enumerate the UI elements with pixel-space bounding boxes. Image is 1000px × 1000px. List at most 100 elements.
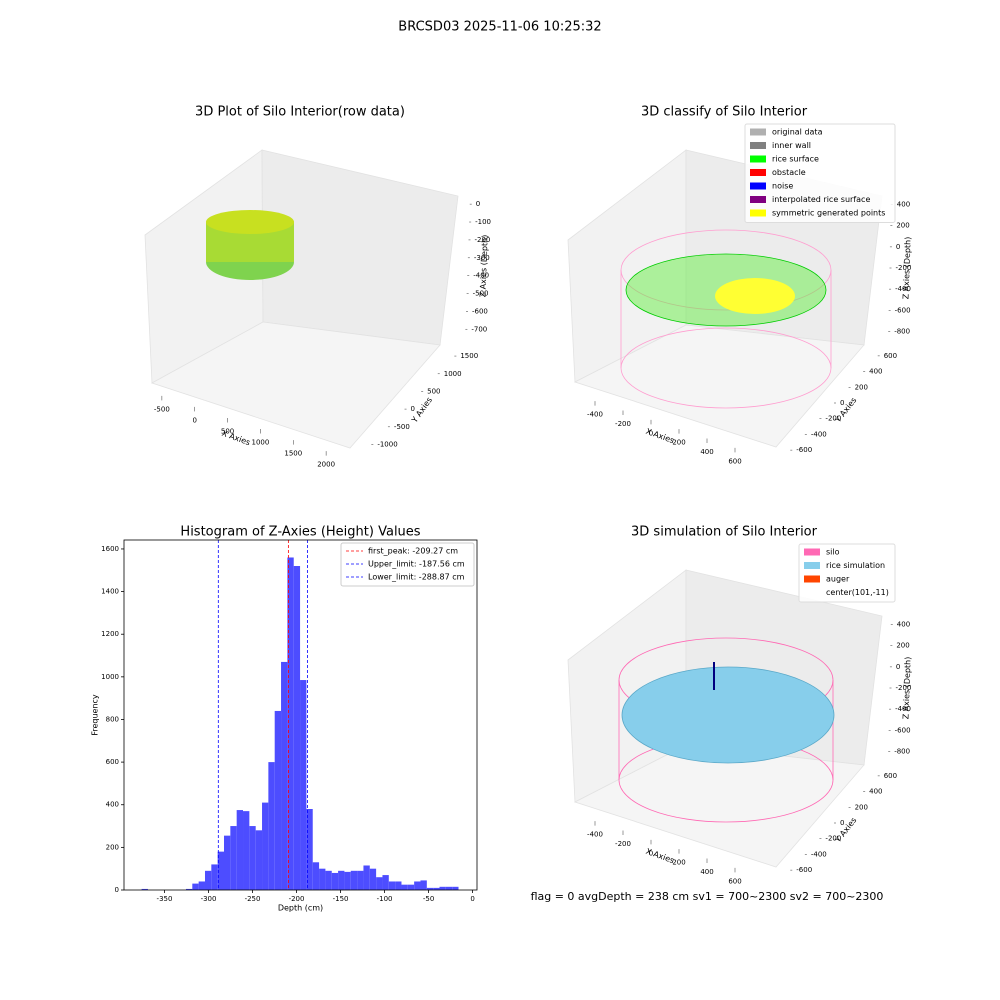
- bar: [350, 870, 358, 890]
- z-tick-label: -100: [475, 218, 491, 226]
- legend-label: rice surface: [772, 155, 819, 164]
- y-tick-label: 0: [411, 405, 415, 413]
- y-tick-label: 1600: [101, 545, 119, 553]
- x-tick-label: 600: [728, 457, 741, 465]
- bar: [433, 887, 440, 890]
- bar: [185, 888, 193, 890]
- y-tick-label: -600: [796, 866, 812, 874]
- x-tick-label: 1500: [284, 450, 302, 458]
- y-tick-label: -500: [394, 423, 410, 431]
- legend-box: [798, 543, 896, 603]
- z-tick-label: -500: [473, 290, 489, 298]
- x-tick-label: 400: [700, 868, 713, 876]
- z-tick-label: 0: [896, 243, 900, 251]
- y-tick-label: 1500: [460, 352, 478, 360]
- z-tick-label: 200: [896, 222, 909, 230]
- bar: [439, 886, 446, 890]
- z-tick-label: -700: [471, 325, 487, 333]
- x-tick-label: 200: [672, 439, 685, 447]
- z-axis-label: Z Axies (Depth): [901, 657, 912, 720]
- x-tick-label: -200: [615, 420, 631, 428]
- z-axis-label: Z Axies (Depth): [901, 237, 912, 300]
- plot-frame: [123, 539, 478, 891]
- bar: [306, 809, 313, 890]
- bar: [255, 830, 263, 890]
- legend-swatch: [804, 548, 820, 556]
- bar: [363, 865, 370, 890]
- legend-swatch: [750, 169, 766, 176]
- x-tick-label: -100: [377, 895, 393, 903]
- bar: [325, 870, 332, 890]
- legend-label: silo: [826, 548, 840, 557]
- bar: [204, 870, 212, 890]
- legend-label: Lower_limit: -288.87 cm: [368, 573, 465, 582]
- x-tick-label: 0: [649, 849, 653, 857]
- y-tick-label: -200: [825, 835, 841, 843]
- bar: [281, 661, 288, 890]
- x-tick-label: -250: [245, 895, 261, 903]
- z-tick-label: -200: [896, 264, 912, 272]
- z-tick-label: -800: [894, 327, 910, 335]
- bar: [293, 566, 301, 890]
- y-tick-label: 600: [884, 772, 897, 780]
- y-tick-label: 0: [115, 886, 119, 894]
- bar: [382, 875, 389, 890]
- y-tick-label: 600: [884, 352, 897, 360]
- z-tick-label: 0: [476, 200, 480, 208]
- bar: [236, 810, 244, 890]
- legend-label: center(101,-11): [826, 588, 889, 597]
- y-tick-label: 1000: [101, 673, 119, 681]
- x-tick-label: -350: [157, 895, 173, 903]
- y-tick-label: 500: [427, 387, 440, 395]
- x-tick-label: -400: [587, 831, 603, 839]
- legend-label: symmetric generated points: [772, 209, 885, 218]
- bar: [249, 826, 256, 890]
- y-tick-label: -1000: [377, 440, 397, 448]
- legend-label: auger: [826, 575, 850, 584]
- z-tick-label: -400: [895, 285, 911, 293]
- z-tick-label: -600: [895, 726, 911, 734]
- x-tick-label: 400: [700, 448, 713, 456]
- bar: [198, 881, 205, 890]
- panes-simulation: [567, 569, 883, 868]
- x-tick-label: -200: [289, 895, 305, 903]
- y-tick-label: 400: [869, 368, 882, 376]
- figure-title: BRCSD03 2025-11-06 10:25:32: [398, 20, 601, 35]
- legend-label: first_peak: -209.27 cm: [368, 547, 458, 556]
- panes-raw: [144, 149, 459, 449]
- y-tick-label: -200: [825, 415, 841, 423]
- bar: [376, 877, 383, 890]
- x-tick-label: -150: [333, 895, 349, 903]
- x-tick-label: -400: [587, 411, 603, 419]
- legend-label: noise: [772, 182, 793, 191]
- bar: [211, 864, 218, 890]
- bar: [262, 802, 269, 890]
- y-tick-label: 1000: [444, 370, 462, 378]
- x-tick-label: 0: [470, 895, 474, 903]
- chart-title: 3D classify of Silo Interior: [641, 105, 808, 120]
- legend-swatch: [750, 128, 766, 136]
- bar: [331, 872, 339, 890]
- y-tick-label: 0: [840, 819, 844, 827]
- y-tick-label: 400: [106, 801, 119, 809]
- y-tick-label: -600: [796, 446, 812, 454]
- bar: [401, 884, 408, 890]
- bar: [312, 862, 320, 890]
- z-tick-label: -200: [475, 236, 491, 244]
- y-tick-label: -400: [811, 430, 827, 438]
- x-tick-label: 0: [192, 416, 196, 424]
- z-tick-label: -200: [896, 684, 912, 692]
- z-tick-label: 400: [897, 201, 910, 209]
- legend-swatch: [750, 155, 766, 163]
- legend-swatch: [750, 142, 766, 149]
- y-tick-label: 600: [106, 758, 119, 766]
- legend-swatch: [804, 562, 820, 569]
- bar: [141, 888, 148, 890]
- chart-title: 3D Plot of Silo Interior(row data): [195, 105, 405, 120]
- z-tick-label: -600: [472, 307, 488, 315]
- legend-box: [744, 123, 896, 223]
- bar: [300, 680, 307, 890]
- x-tick-label: -50: [423, 895, 434, 903]
- legend-swatch: [750, 182, 766, 190]
